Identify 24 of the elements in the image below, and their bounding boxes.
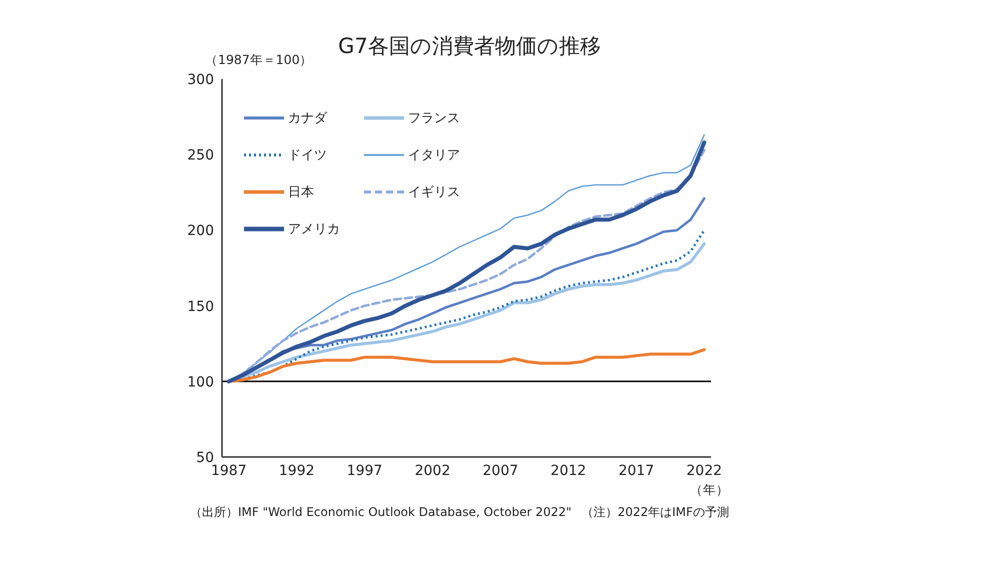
legend-label: アメリカ (288, 220, 340, 238)
x-tick-label: 2017 (618, 462, 654, 479)
x-tick-label: 2002 (414, 462, 450, 479)
x-tick-label: 2012 (550, 462, 586, 479)
y-tick-label: 300 (187, 72, 214, 88)
text: （1987年＝100） (205, 52, 313, 69)
x-tick-label: 1992 (278, 462, 315, 479)
x-tick-label: 1997 (346, 462, 382, 479)
legend-label: カナダ (288, 110, 327, 126)
y-tick-label: 250 (187, 148, 214, 164)
legend-label: フランス (408, 110, 460, 126)
legend-label: イギリス (408, 184, 460, 200)
legend-label: 日本 (288, 184, 314, 200)
chart-title: G7各国の消費者物価の推移 (338, 34, 601, 58)
legend-label: ドイツ (288, 146, 327, 164)
legend-label: イタリア (408, 146, 460, 164)
y-tick-label: 150 (187, 298, 214, 315)
x-tick-label: 2022 (686, 462, 722, 479)
text: （注）2022年はIMFの予測 (582, 505, 729, 519)
y-tick-label: 100 (187, 374, 214, 390)
x-axis-title: （年） (690, 482, 729, 499)
x-tick-label: 2007 (482, 462, 518, 479)
text: （出所）IMF "World Economic Outlook Database, October 2022" (190, 505, 572, 519)
y-tick-label: 200 (187, 223, 214, 240)
